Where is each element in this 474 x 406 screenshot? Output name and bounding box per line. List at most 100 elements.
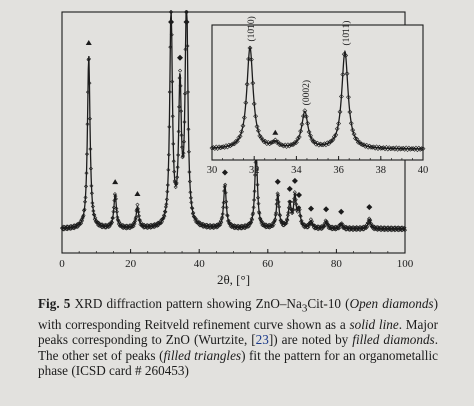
inset-data-point <box>233 138 239 144</box>
inset-x-tick-label: 38 <box>376 165 387 176</box>
main-data-point <box>324 219 329 224</box>
main-data-point <box>180 145 185 150</box>
main-data-point <box>176 152 181 158</box>
main-data-point <box>224 199 229 204</box>
main-data-point <box>109 220 115 225</box>
main-data-point <box>184 9 189 15</box>
main-data-point <box>148 225 153 230</box>
caption-reference-link[interactable]: 23 <box>255 332 269 348</box>
main-data-point <box>367 216 372 221</box>
inset-data-point <box>237 133 243 139</box>
main-data-point <box>365 220 370 225</box>
main-data-point <box>140 223 145 228</box>
main-data-point <box>131 221 136 226</box>
main-data-point <box>274 202 279 207</box>
inset-data-point <box>343 53 349 58</box>
main-data-point <box>278 213 283 218</box>
inset-data-point <box>358 141 364 147</box>
inset-data-point <box>292 139 298 145</box>
caption-label: Fig. 5 <box>38 296 71 311</box>
inset-data-point <box>253 113 259 119</box>
main-data-point <box>84 152 90 157</box>
main-data-point <box>83 199 88 204</box>
main-data-point <box>186 149 191 154</box>
main-data-point <box>257 211 262 216</box>
zno-peak-filled-diamond <box>323 206 330 213</box>
inset-data-point <box>333 132 339 138</box>
main-data-point <box>293 197 298 202</box>
main-data-point <box>293 192 298 197</box>
main-data-point <box>166 152 171 157</box>
inset-data-point <box>353 135 358 141</box>
main-data-point <box>222 184 227 189</box>
main-data-point <box>91 208 96 214</box>
main-data-point <box>93 215 98 220</box>
main-data-point <box>188 195 193 200</box>
caption-text: Cit-10 ( <box>307 296 350 311</box>
main-data-point <box>309 219 314 224</box>
main-data-point <box>326 225 331 230</box>
main-data-point <box>123 226 128 231</box>
main-data-point <box>164 202 169 207</box>
main-data-point <box>115 217 120 222</box>
inset-data-point <box>244 81 250 87</box>
main-data-point <box>167 89 172 95</box>
main-data-point <box>174 181 179 186</box>
main-data-point <box>130 224 135 229</box>
main-data-point <box>165 189 170 194</box>
inset-data-point <box>209 145 215 151</box>
main-data-point <box>277 204 282 209</box>
main-data-point <box>92 213 97 218</box>
main-data-point <box>271 222 276 227</box>
main-data-point <box>286 205 291 210</box>
inset-data-point <box>315 140 320 146</box>
main-data-point <box>177 75 182 80</box>
main-data-point <box>364 225 369 230</box>
main-data-point <box>111 209 116 214</box>
main-data-point <box>82 207 87 212</box>
main-data-point <box>249 216 254 221</box>
caption-text: ) fit the pattern for an organometallic … <box>38 347 438 379</box>
inset-peak-miller-index-label: (10̄11) <box>341 21 352 46</box>
main-data-point <box>75 224 80 229</box>
main-data-point <box>136 209 141 214</box>
inset-data-point <box>317 141 323 147</box>
inset-data-point <box>248 57 254 62</box>
main-data-point <box>90 200 95 206</box>
main-data-point <box>163 204 168 209</box>
inset-data-point <box>369 144 375 150</box>
inset-data-point <box>305 120 311 126</box>
main-data-point <box>288 206 293 211</box>
main-data-point <box>182 119 187 124</box>
main-data-point <box>86 56 91 61</box>
main-data-point <box>170 79 175 84</box>
main-data-point <box>108 221 114 226</box>
main-data-point <box>223 190 228 195</box>
main-data-point <box>252 197 257 203</box>
main-data-point <box>163 209 168 214</box>
inset-background <box>212 25 423 160</box>
main-data-point <box>199 222 204 227</box>
main-data-point <box>112 192 117 197</box>
inset-data-point <box>389 145 395 151</box>
inset-data-point <box>301 113 306 119</box>
main-data-point <box>67 226 72 231</box>
inset-data-point <box>351 131 357 137</box>
main-data-point <box>219 220 224 225</box>
inset-peak-miller-index-label: (10̄10) <box>246 16 257 41</box>
inset-data-point <box>334 126 340 132</box>
main-data-point <box>172 178 177 183</box>
main-data-point <box>117 220 122 225</box>
inset-data-point <box>348 120 354 126</box>
main-data-point <box>181 153 186 159</box>
main-data-point <box>258 217 263 222</box>
main-data-point <box>181 151 186 156</box>
main-data-point <box>178 68 183 73</box>
main-data-point <box>177 104 182 109</box>
inset-data-point <box>289 142 295 148</box>
main-data-point <box>90 204 95 209</box>
inset-data-point <box>299 121 305 127</box>
organometallic-peak-filled-triangle <box>112 179 119 185</box>
inset-data-point <box>409 146 415 152</box>
main-data-point <box>279 218 284 223</box>
